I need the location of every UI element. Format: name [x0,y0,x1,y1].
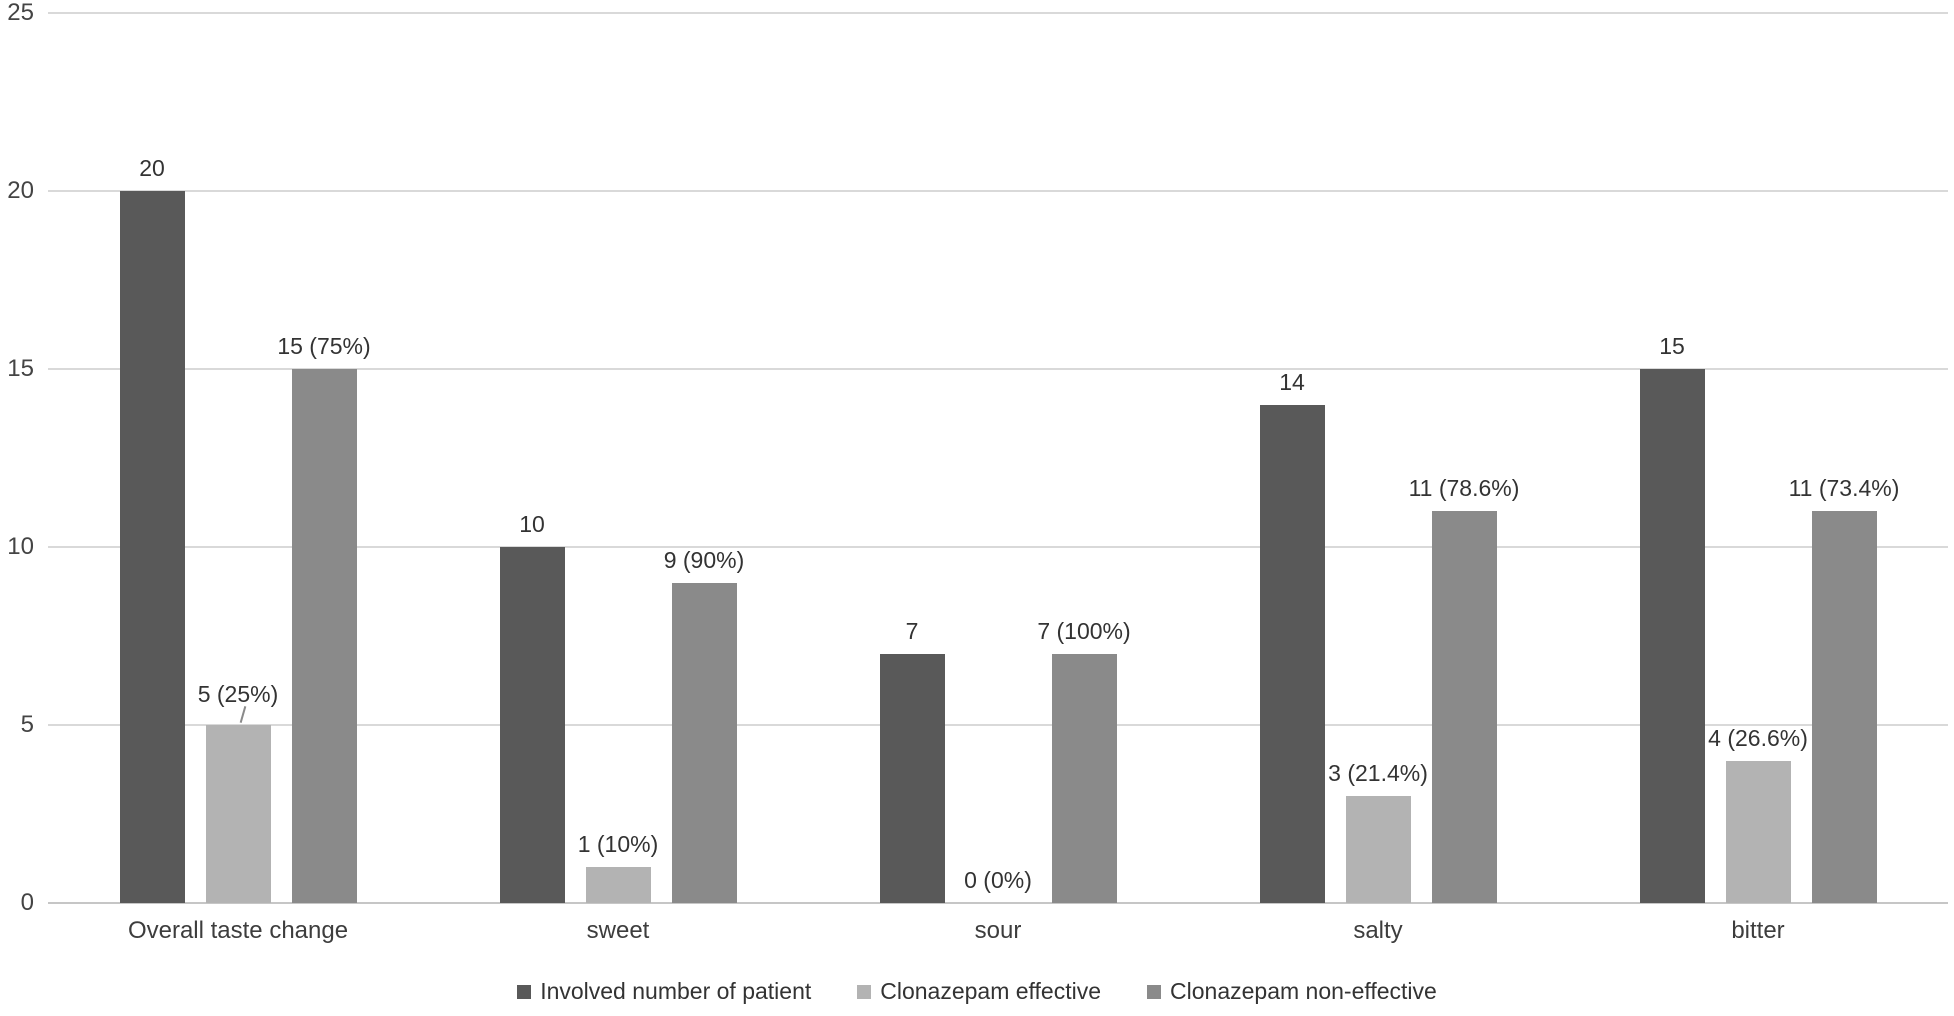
bar [291,369,357,903]
legend-swatch-icon [1147,984,1162,999]
bar [1431,511,1497,903]
y-axis-tick-label: 10 [7,533,34,560]
x-axis-line [48,902,1948,904]
category-label: sweet [586,917,650,944]
bar [205,725,271,903]
bar-data-label: 10 [519,511,545,537]
category-label: sour [974,917,1022,944]
legend-item: Clonazepam non-effective [1147,978,1437,1005]
bar-data-label: 3 (21.4%) [1328,760,1428,787]
bar-data-label: 7 (100%) [1037,617,1131,644]
legend-swatch-icon [517,984,532,999]
bar-data-label: 14 [1279,368,1305,395]
bar-data-label: 9 (90%) [663,546,745,573]
category-label: salty [1353,917,1403,944]
bar [585,867,651,903]
bar-data-label: 11 (78.6%) [1408,475,1520,502]
bar-data-label: 5 (25%) [197,681,279,707]
y-axis-tick-label: 0 [20,889,34,916]
bar [879,653,945,903]
bar [1725,760,1791,903]
y-axis-tick-label: 20 [7,177,34,204]
legend-item: Involved number of patient [517,978,811,1005]
gridline [48,724,1948,726]
gridline [48,190,1948,192]
bar [499,547,565,903]
y-axis-tick-label: 25 [7,0,34,26]
bar-data-label: 7 [905,617,919,644]
y-axis-tick-label: 5 [20,711,34,738]
bar-data-label: 11 (73.4%) [1788,475,1900,502]
bar-data-label: 15 [1659,333,1685,359]
bar-data-label: 20 [139,155,165,181]
bar [1345,796,1411,903]
bar-data-label: 15 (75%) [277,333,371,359]
data-label-leader-line [239,706,247,723]
legend-label: Involved number of patient [540,978,812,1004]
bar-data-label: 4 (26.6%) [1708,724,1808,751]
gridline [48,368,1948,370]
y-axis-tick-label: 15 [7,355,34,382]
bar [671,582,737,903]
bar [119,191,185,903]
legend-item: Clonazepam effective [857,978,1101,1005]
bar [1811,511,1877,903]
category-label: bitter [1731,917,1785,944]
gridline [48,546,1948,548]
gridline [48,12,1948,14]
legend-label: Clonazepam effective [880,978,1102,1004]
bar [1639,369,1705,903]
bar-data-label: 1 (10%) [577,831,659,858]
bar-data-label: 0 (0%) [964,867,1032,893]
category-label: Overall taste change [127,917,349,944]
legend-label: Clonazepam non-effective [1170,978,1437,1004]
legend-swatch-icon [857,984,872,999]
bar [1259,404,1325,903]
legend: Involved number of patient Clonazepam eff… [0,978,1954,1005]
bar [1051,653,1117,903]
